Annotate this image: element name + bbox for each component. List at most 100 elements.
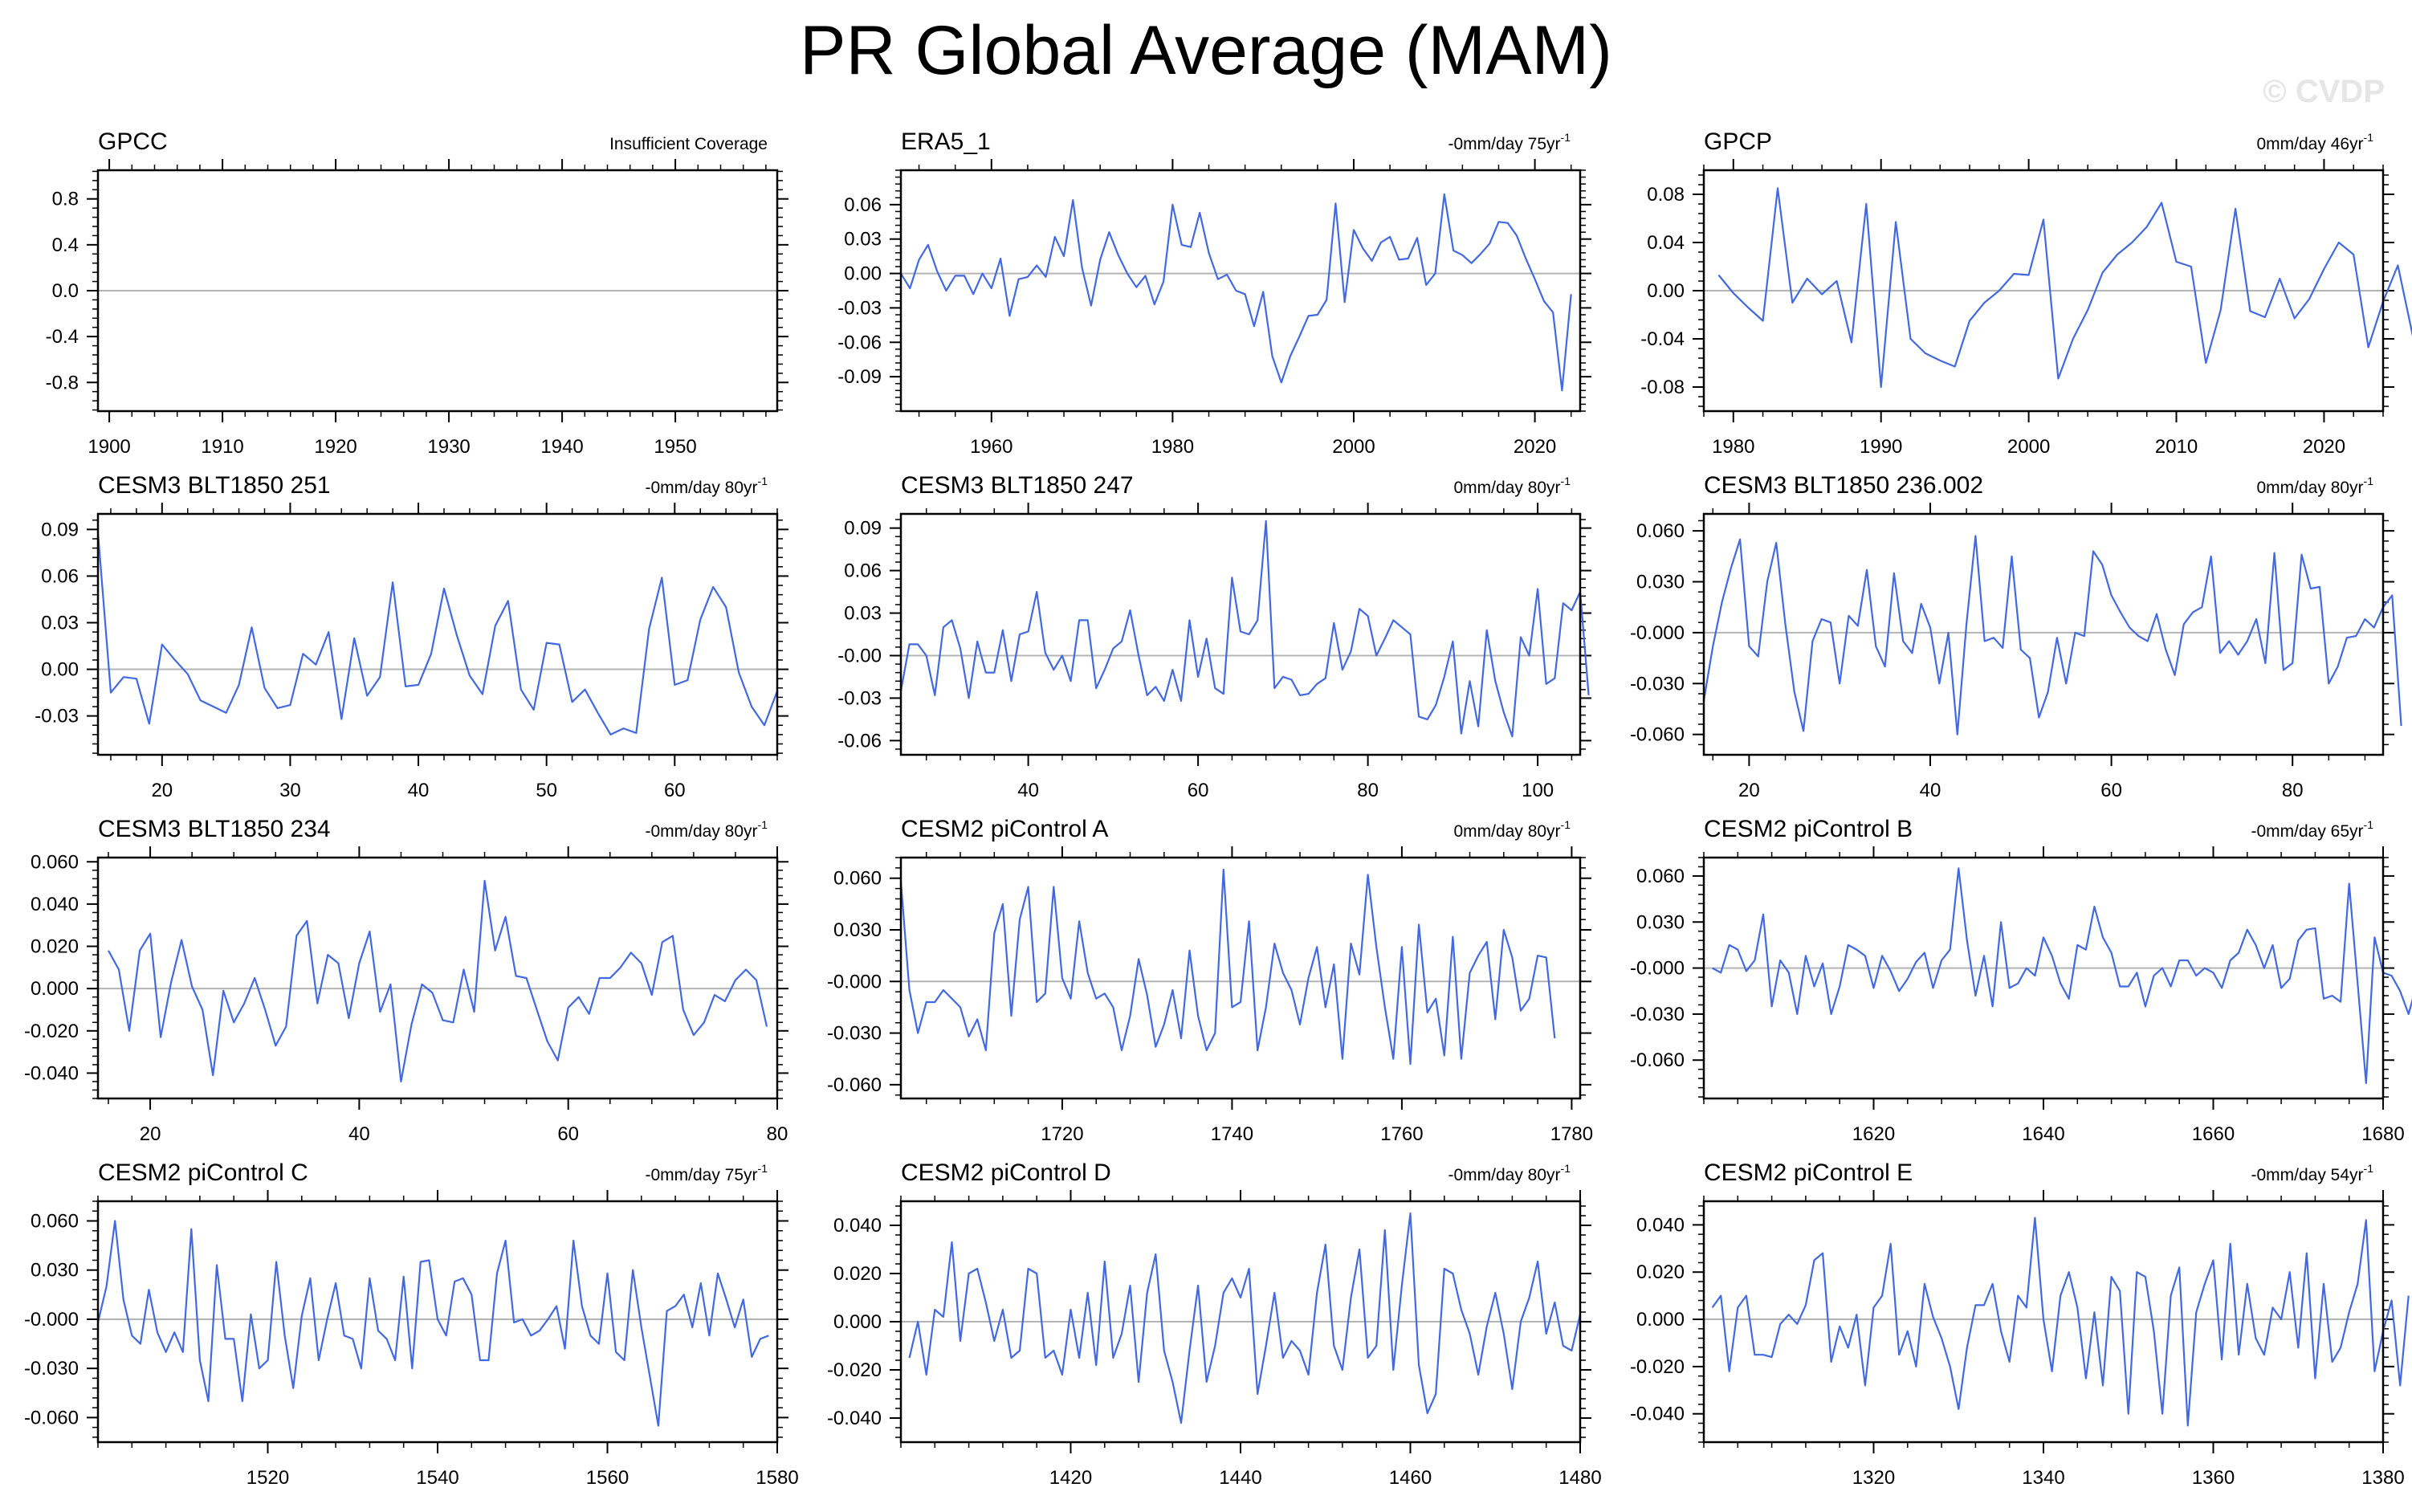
y-tick-label: 0.03 xyxy=(844,603,882,625)
y-tick-label: -0.00 xyxy=(837,645,882,666)
trend-label: 0mm/day 80yr-1 xyxy=(1454,475,1571,497)
y-tick-label: 0.060 xyxy=(31,1210,79,1232)
panel-title: CESM2 piControl B xyxy=(1704,816,1913,842)
panel-title: GPCP xyxy=(1704,128,1772,155)
y-tick-label: 0.00 xyxy=(41,659,79,681)
x-tick-label: 1960 xyxy=(970,436,1012,458)
trend-label: -0mm/day 80yr-1 xyxy=(646,475,768,497)
y-tick-label: -0.060 xyxy=(1630,1049,1685,1071)
y-tick-label: 0.03 xyxy=(844,229,882,251)
y-tick-label: 0.040 xyxy=(833,1215,882,1237)
chart-panel-2: 1960 1980 2000 2020 0.06 0.03 0.00 -0.03 -0.06 -0… xyxy=(837,128,1591,458)
x-tick-label: 1380 xyxy=(2361,1467,2404,1489)
y-tick-label: 0.0 xyxy=(52,280,79,302)
y-tick-label: -0.03 xyxy=(837,687,882,709)
panel-title: ERA5_1 xyxy=(901,128,991,155)
x-tick-label: 1980 xyxy=(1712,436,1754,458)
y-tick-label: -0.03 xyxy=(35,706,79,727)
y-tick-label: 0.020 xyxy=(833,1263,882,1285)
plot-frame xyxy=(96,512,779,756)
y-tick-label: 0.030 xyxy=(1636,572,1685,593)
chart-panel-4: 20 30 40 50 60 0.09 0.06 0.03 0.00 -0.03 CESM3 BLT… xyxy=(35,472,788,801)
y-tick-label: 0.030 xyxy=(31,1260,79,1282)
trend-label-superscript: -1 xyxy=(1561,131,1571,144)
cvdp-watermark: © CVDP xyxy=(2263,74,2385,109)
x-tick-label: 1920 xyxy=(314,436,357,458)
x-tick-label: 30 xyxy=(279,780,301,801)
y-tick-label: 0.020 xyxy=(31,936,79,958)
y-tick-label: -0.000 xyxy=(1630,958,1685,980)
trend-label-text: -0mm/day 80yr xyxy=(1448,1166,1561,1184)
chart-panel-5: 40 60 80 100 0.09 0.06 0.03 -0.00 -0.03 -0.06 CESM… xyxy=(837,472,1591,801)
y-tick-label: -0.040 xyxy=(1630,1404,1685,1425)
y-tick-label: -0.060 xyxy=(1630,724,1685,746)
y-tick-label: -0.030 xyxy=(1630,1004,1685,1025)
trend-label-text: 0mm/day 80yr xyxy=(1454,822,1561,841)
trend-label-superscript: -1 xyxy=(2364,1162,2374,1175)
y-tick-label: 0.000 xyxy=(1636,1309,1685,1331)
trend-label: 0mm/day 80yr-1 xyxy=(2257,475,2374,497)
x-tick-label: 20 xyxy=(140,1123,161,1145)
x-tick-label: 1340 xyxy=(2022,1467,2064,1489)
trend-label-superscript: -1 xyxy=(2364,131,2374,144)
chart-panel-9: 1620 1640 1660 1680 0.060 0.030 -0.000 -0.030 -0… xyxy=(1630,816,2412,1145)
x-tick-label: 1420 xyxy=(1049,1467,1092,1489)
series-line xyxy=(108,879,768,1083)
y-tick-label: -0.030 xyxy=(1630,673,1685,695)
x-tick-label: 60 xyxy=(664,780,686,801)
trend-label-superscript: -1 xyxy=(758,818,768,831)
chart-panel-10: 1520 1540 1560 1580 0.060 0.030 -0.000 -0.030 -0… xyxy=(24,1159,799,1489)
x-tick-label: 2020 xyxy=(2303,436,2345,458)
y-tick-label: 0.000 xyxy=(31,978,79,1000)
x-tick-label: 40 xyxy=(1920,780,1941,801)
x-tick-label: 1910 xyxy=(201,436,243,458)
y-tick-label: 0.4 xyxy=(52,234,79,256)
x-tick-label: 1660 xyxy=(2192,1123,2235,1145)
x-tick-label: 1900 xyxy=(88,436,130,458)
y-tick-label: -0.030 xyxy=(827,1023,882,1045)
x-tick-label: 80 xyxy=(2282,780,2304,801)
series-line xyxy=(899,868,1556,1066)
y-tick-label: -0.060 xyxy=(827,1074,882,1096)
y-tick-label: 0.06 xyxy=(41,565,79,587)
y-tick-label: -0.08 xyxy=(1640,377,1685,398)
trend-label: 0mm/day 80yr-1 xyxy=(1454,818,1571,841)
trend-label-text: -0mm/day 75yr xyxy=(1448,135,1561,153)
x-tick-label: 1620 xyxy=(1852,1123,1895,1145)
y-tick-label: -0.06 xyxy=(837,730,882,752)
y-tick-label: -0.09 xyxy=(837,366,882,388)
x-tick-label: 1740 xyxy=(1211,1123,1253,1145)
chart-panel-8: 1720 1740 1760 1780 0.060 0.030 -0.000 -0.030 -0… xyxy=(827,816,1593,1145)
series-line xyxy=(1717,187,2412,389)
panel-title: CESM2 piControl C xyxy=(98,1159,308,1186)
panel-title: CESM3 BLT1850 236.002 xyxy=(1704,472,1983,499)
x-tick-label: 1760 xyxy=(1380,1123,1423,1145)
x-tick-label: 2000 xyxy=(2007,436,2050,458)
x-tick-label: 1360 xyxy=(2192,1467,2235,1489)
y-tick-label: 0.06 xyxy=(844,560,882,582)
y-tick-label: -0.020 xyxy=(24,1021,79,1042)
plot-frame xyxy=(1702,512,2385,756)
panel-title: CESM2 piControl D xyxy=(901,1159,1111,1186)
y-tick-label: -0.020 xyxy=(827,1359,882,1381)
trend-label-superscript: -1 xyxy=(2364,475,2374,487)
trend-label-text: -0mm/day 80yr xyxy=(646,479,758,497)
trend-label: -0mm/day 80yr-1 xyxy=(646,818,768,841)
chart-panel-3: 1980 1990 2000 2010 2020 0.08 0.04 0.00 -0.04 -0.… xyxy=(1640,128,2412,458)
plot-frame xyxy=(96,1200,779,1444)
series-line xyxy=(1712,867,2412,1085)
x-tick-label: 1440 xyxy=(1219,1467,1261,1489)
x-tick-label: 1980 xyxy=(1151,436,1194,458)
x-tick-label: 100 xyxy=(1522,780,1554,801)
x-tick-label: 1480 xyxy=(1558,1467,1601,1489)
x-tick-label: 1990 xyxy=(1860,436,1902,458)
y-tick-label: -0.000 xyxy=(24,1309,79,1331)
plot-frame xyxy=(899,512,1582,756)
trend-label-superscript: -1 xyxy=(2364,818,2374,831)
y-tick-label: 0.060 xyxy=(833,868,882,890)
y-tick-label: 0.8 xyxy=(52,189,79,210)
chart-panel-7: 20 40 60 80 0.060 0.040 0.020 0.000 -0.020 -0.040… xyxy=(24,816,788,1145)
chart-panel-12: 1320 1340 1360 1380 0.040 0.020 0.000 -0.020 -0.… xyxy=(1630,1159,2410,1489)
x-tick-label: 2000 xyxy=(1332,436,1375,458)
